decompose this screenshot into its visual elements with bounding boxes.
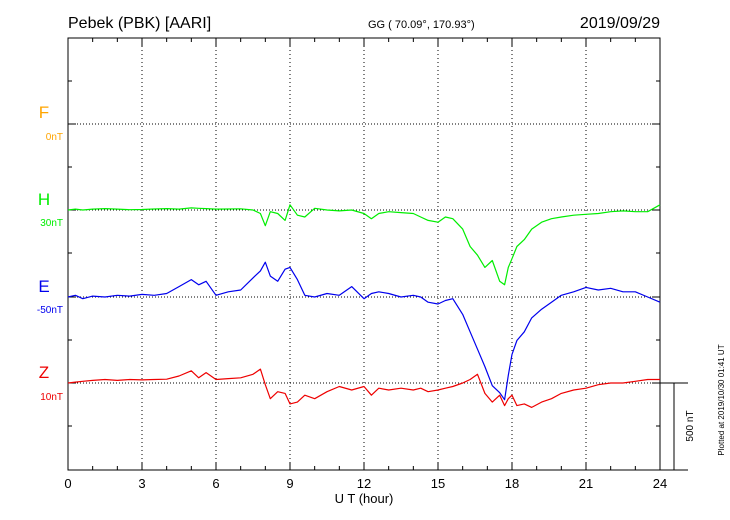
chart-title: Pebek (PBK) [AARI] — [68, 15, 211, 32]
series-baseline-e: -50nT — [37, 305, 63, 316]
series-baseline-h: 30nT — [40, 218, 63, 229]
series-name-f: F — [39, 103, 49, 122]
series-name-z: Z — [39, 363, 49, 382]
series-line-h — [67, 204, 661, 286]
series-name-h: H — [38, 190, 50, 209]
x-tick-label: 9 — [286, 476, 293, 491]
series-baseline-f: 0nT — [46, 132, 63, 143]
x-tick-label: 0 — [64, 476, 71, 491]
x-tick-label: 18 — [505, 476, 519, 491]
x-axis-tick-labels: 0 3 6 9 12 15 18 21 24 — [64, 476, 667, 491]
scale-bar-label: 500 nT — [685, 410, 696, 441]
series-baseline-z: 10nT — [40, 392, 63, 403]
series-lines — [67, 204, 661, 408]
x-tick-label: 24 — [653, 476, 667, 491]
series-line-z — [67, 368, 660, 408]
grid — [68, 38, 660, 470]
x-tick-label: 15 — [431, 476, 445, 491]
series-labels: F 0nT H 30nT E -50nT Z 10nT — [37, 103, 63, 403]
x-tick-label: 21 — [579, 476, 593, 491]
x-tick-label: 3 — [138, 476, 145, 491]
scale-bar: 500 nT — [660, 382, 696, 471]
plotted-footnote: Plotted at 2019/10/30 01:41 UT — [717, 344, 726, 455]
series-line-e — [67, 261, 661, 401]
chart-subtitle: GG ( 70.09°, 170.93°) — [368, 19, 475, 31]
x-axis-label: U T (hour) — [335, 491, 394, 506]
x-tick-label: 6 — [212, 476, 219, 491]
chart-date: 2019/09/29 — [580, 15, 660, 32]
x-tick-label: 12 — [357, 476, 371, 491]
x-axis-ticks — [67, 38, 661, 470]
series-name-e: E — [38, 277, 49, 296]
